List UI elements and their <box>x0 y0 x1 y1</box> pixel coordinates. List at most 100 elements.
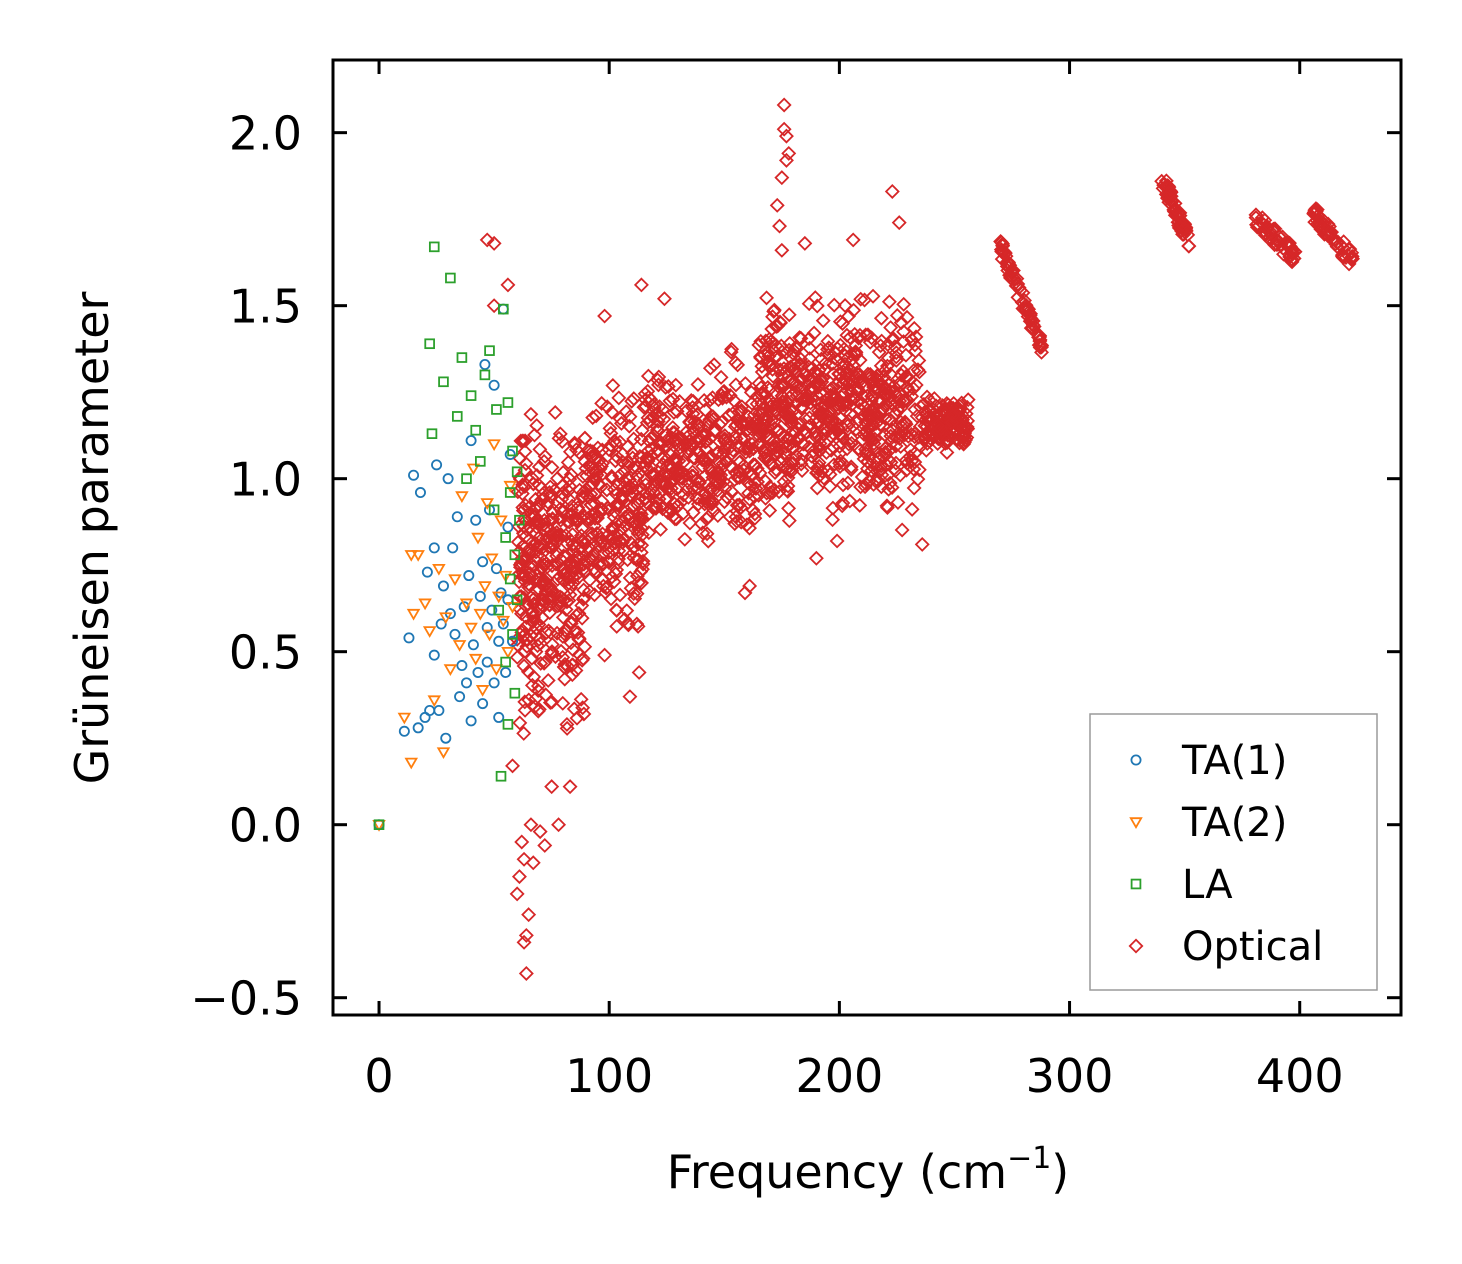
point-optical <box>801 392 817 408</box>
point-optical <box>908 343 923 359</box>
point-optical <box>733 415 749 431</box>
point-ta2 <box>439 612 453 625</box>
point-optical <box>674 430 690 446</box>
series-optical <box>479 97 1361 981</box>
point-optical <box>709 445 725 461</box>
point-optical <box>624 393 640 409</box>
point-optical <box>562 779 578 795</box>
point-optical <box>896 296 912 312</box>
point-optical <box>639 451 655 467</box>
point-optical <box>559 720 575 736</box>
point-optical <box>700 533 716 549</box>
point-optical <box>719 453 735 469</box>
point-ta2 <box>487 439 501 452</box>
point-optical <box>950 427 966 443</box>
point-ta1 <box>456 660 468 672</box>
point-optical <box>666 425 682 441</box>
point-optical <box>566 701 582 717</box>
series-ta2 <box>372 439 520 832</box>
point-optical <box>624 499 640 515</box>
point-optical <box>702 360 718 376</box>
point-optical <box>842 330 858 346</box>
point-optical <box>702 492 718 508</box>
point-ta1 <box>433 705 445 717</box>
point-ta1 <box>467 639 479 651</box>
point-optical <box>728 377 744 393</box>
point-optical <box>634 520 650 536</box>
point-optical <box>898 347 914 363</box>
point-optical <box>781 405 797 421</box>
y-axis-title: Grüneisen parameter <box>65 291 119 784</box>
point-optical <box>510 637 526 653</box>
point-optical <box>542 597 558 613</box>
point-optical <box>764 321 780 337</box>
point-optical <box>837 348 853 364</box>
point-optical <box>917 418 933 434</box>
point-optical <box>611 390 627 406</box>
point-ta1 <box>449 628 461 640</box>
point-optical <box>751 419 767 434</box>
point-optical <box>537 654 553 670</box>
point-optical <box>523 406 539 422</box>
point-optical <box>845 418 860 434</box>
point-optical <box>867 431 883 447</box>
point-optical <box>622 689 638 705</box>
point-optical <box>553 527 569 542</box>
point-la <box>479 369 491 381</box>
point-optical <box>670 464 686 480</box>
point-optical <box>595 526 611 542</box>
point-optical <box>523 628 539 644</box>
point-optical <box>626 586 642 602</box>
point-optical <box>879 358 895 374</box>
point-optical <box>519 610 535 626</box>
point-optical <box>513 433 529 449</box>
point-optical <box>1248 210 1264 226</box>
point-optical <box>680 489 696 505</box>
point-ta1 <box>502 521 514 533</box>
legend-marker-la <box>1130 878 1142 890</box>
point-la <box>511 594 523 606</box>
point-optical <box>829 533 845 549</box>
legend-marker-ta2 <box>1129 817 1143 829</box>
point-optical <box>817 362 833 378</box>
point-optical <box>609 618 625 634</box>
point-optical <box>526 669 542 685</box>
point-optical <box>835 495 851 511</box>
point-optical <box>761 452 777 468</box>
point-optical <box>874 333 890 349</box>
point-optical <box>612 434 628 450</box>
point-optical <box>995 238 1011 254</box>
legend-label-optical: Optical <box>1182 924 1323 970</box>
point-la <box>507 629 518 640</box>
point-ta2 <box>498 570 513 583</box>
point-optical <box>744 395 760 411</box>
point-optical <box>851 366 867 382</box>
point-optical <box>904 388 920 404</box>
point-la <box>451 411 463 422</box>
point-optical <box>728 355 744 371</box>
point-optical <box>781 500 797 516</box>
point-optical <box>631 491 647 507</box>
point-optical <box>765 309 781 325</box>
point-ta1 <box>412 722 424 734</box>
point-optical <box>904 332 920 348</box>
point-optical <box>937 427 953 443</box>
point-optical <box>479 232 495 248</box>
point-optical <box>660 505 676 521</box>
point-ta2 <box>482 629 497 642</box>
point-optical <box>542 479 558 495</box>
point-optical <box>884 184 900 199</box>
point-optical <box>524 650 540 666</box>
point-optical <box>866 461 882 477</box>
point-optical <box>679 467 695 483</box>
point-optical <box>555 609 571 625</box>
point-la <box>484 345 495 356</box>
point-optical <box>841 436 857 452</box>
point-optical <box>675 506 691 522</box>
point-optical <box>843 384 859 400</box>
point-optical <box>523 817 539 833</box>
point-optical <box>562 587 578 603</box>
point-optical <box>912 419 928 435</box>
point-optical <box>602 420 618 436</box>
